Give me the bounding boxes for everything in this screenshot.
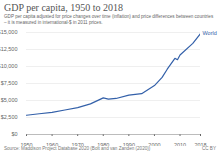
- svg-text:1970: 1970: [72, 142, 84, 146]
- svg-text:1960: 1960: [46, 142, 58, 146]
- svg-text:$0: $0: [11, 131, 17, 137]
- html-text:Source: Maddison Project Datab: Source: Maddison Project Database 2020 (…: [4, 146, 151, 151]
- svg-text:1980: 1980: [97, 142, 109, 146]
- svg-text:World: World: [203, 30, 217, 36]
- svg-text:$7,500: $7,500: [1, 80, 18, 86]
- html-text:GDP per capita, 1950 to 2018: GDP per capita, 1950 to 2018: [4, 2, 124, 13]
- svg-text:2000: 2000: [148, 142, 160, 146]
- svg-text:$10,000: $10,000: [0, 63, 18, 69]
- svg-text:$5,000: $5,000: [1, 97, 18, 103]
- svg-text:1990: 1990: [123, 142, 135, 146]
- svg-text:$12,500: $12,500: [0, 46, 18, 52]
- svg-text:$2,500: $2,500: [1, 114, 18, 120]
- html-text:CC BY: CC BY: [202, 146, 216, 151]
- svg-text:1950: 1950: [20, 142, 32, 146]
- svg-text:2018: 2018: [194, 142, 206, 146]
- svg-text:$15,000: $15,000: [0, 29, 18, 35]
- svg-text:2010: 2010: [174, 142, 186, 146]
- html-text:GDP per capita adjusted for pr: GDP per capita adjusted for price change…: [4, 14, 214, 25]
